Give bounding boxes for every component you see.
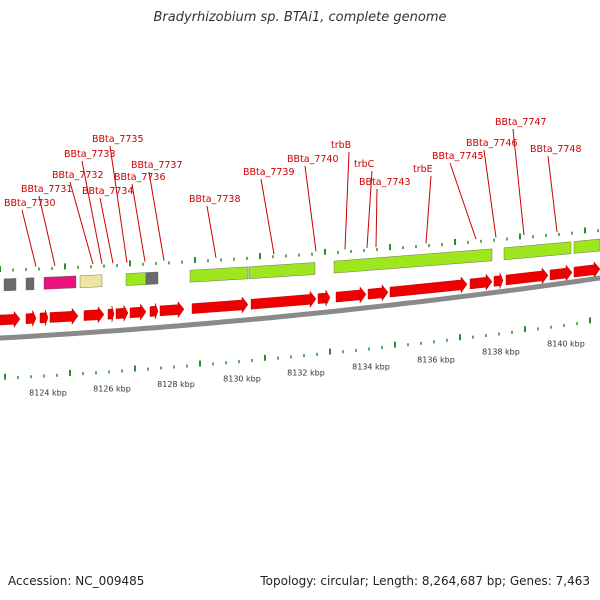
gene-arrow	[493, 272, 504, 289]
gene-label: BBta_7740	[287, 154, 339, 165]
gene-labels: BBta_7730 BBta_7731 BBta_7732 BBta_7733 BBta…	[4, 117, 582, 209]
gene-label: BBta_7734	[82, 186, 134, 197]
gene-arrow	[389, 276, 468, 298]
genome-title: Bradyrhizobium sp. BTAi1, complete genom…	[153, 10, 447, 25]
kbp-label: 8140 kbp	[547, 340, 585, 349]
outer-tick-ring	[0, 227, 599, 272]
gene-arrow	[191, 296, 249, 314]
gene-arrow	[149, 303, 159, 320]
feature-block	[43, 275, 77, 290]
gene-label: trbC	[354, 159, 375, 170]
kbp-label: 8126 kbp	[93, 384, 131, 393]
feature-track	[0, 238, 600, 328]
gene-label: BBta_7738	[189, 194, 241, 205]
feature-block	[145, 271, 159, 285]
label-leader	[131, 183, 146, 262]
gene-label: BBta_7736	[114, 172, 166, 183]
feature-block	[79, 274, 103, 288]
feature-block	[248, 262, 316, 279]
gene-label: BBta_7735	[92, 134, 144, 145]
label-leader	[109, 145, 128, 263]
gene-label: BBta_7733	[64, 149, 116, 160]
accession-label: Accession: NC_009485	[8, 574, 145, 588]
label-leader	[449, 162, 477, 240]
label-leader	[304, 165, 317, 252]
gene-arrow	[107, 305, 115, 323]
label-leader	[148, 171, 165, 261]
gene-label: BBta_7732	[52, 170, 104, 181]
gene-arrow	[469, 273, 493, 291]
gene-arrow	[367, 284, 389, 302]
kbp-label: 8134 kbp	[352, 362, 390, 371]
kbp-label: 8132 kbp	[287, 369, 325, 378]
gene-arrow	[573, 261, 600, 279]
label-leader	[206, 205, 217, 258]
gene-label: BBta_7745	[432, 151, 484, 162]
backbone-track	[0, 275, 600, 341]
gene-arrow	[549, 264, 573, 282]
feature-block	[125, 272, 147, 286]
gene-label: trbB	[331, 140, 351, 151]
feature-block	[503, 241, 572, 261]
label-leader	[38, 195, 56, 266]
kbp-label: 8138 kbp	[482, 348, 520, 357]
gene-label: BBta_7746	[466, 138, 518, 149]
gene-label: trbE	[413, 164, 433, 175]
gene-arrow	[0, 310, 21, 328]
label-leader	[21, 209, 37, 267]
label-leader	[547, 155, 558, 233]
feature-block	[3, 278, 17, 292]
label-leaders	[21, 128, 558, 267]
inner-tick-ring: 8124 kbp 8126 kbp 8128 kbp 8130 kbp 8132 kbp…	[4, 317, 591, 397]
label-leader	[99, 197, 114, 264]
label-leader	[375, 188, 378, 248]
label-leader	[483, 149, 497, 238]
label-leader	[260, 178, 275, 255]
label-leader	[512, 128, 525, 236]
gene-arrow	[129, 303, 147, 321]
feature-block	[333, 248, 493, 274]
gene-label: BBta_7737	[131, 160, 183, 171]
label-leader	[344, 151, 350, 250]
feature-block	[189, 266, 249, 283]
gene-arrow	[25, 310, 37, 327]
label-leader	[69, 181, 94, 265]
gene-arrow	[317, 289, 331, 307]
feature-block	[573, 238, 600, 254]
label-leader	[425, 175, 432, 244]
gene-label: BBta_7743	[359, 177, 411, 188]
kbp-label: 8136 kbp	[417, 355, 455, 364]
backbone-arc	[0, 275, 600, 341]
gene-arrow	[250, 290, 317, 310]
label-leader	[81, 160, 103, 264]
kbp-label: 8130 kbp	[223, 374, 261, 383]
kbp-label: 8124 kbp	[29, 388, 67, 397]
gene-arrow	[159, 301, 185, 319]
gene-arrow	[39, 309, 49, 326]
label-leader	[366, 170, 373, 248]
gene-arrow	[83, 306, 105, 324]
feature-block	[25, 277, 35, 291]
kbp-label: 8128 kbp	[157, 380, 195, 389]
gene-arrow	[505, 267, 549, 286]
gene-label: BBta_7748	[530, 144, 582, 155]
gene-label: BBta_7747	[495, 117, 547, 128]
gene-arrow	[49, 307, 79, 325]
gene-label: BBta_7730	[4, 198, 56, 209]
gene-arrow	[115, 305, 129, 322]
gene-label: BBta_7739	[243, 167, 295, 178]
gene-arrow	[335, 286, 367, 304]
topology-stats-label: Topology: circular; Length: 8,264,687 bp…	[260, 574, 590, 588]
gene-label: BBta_7731	[21, 184, 73, 195]
